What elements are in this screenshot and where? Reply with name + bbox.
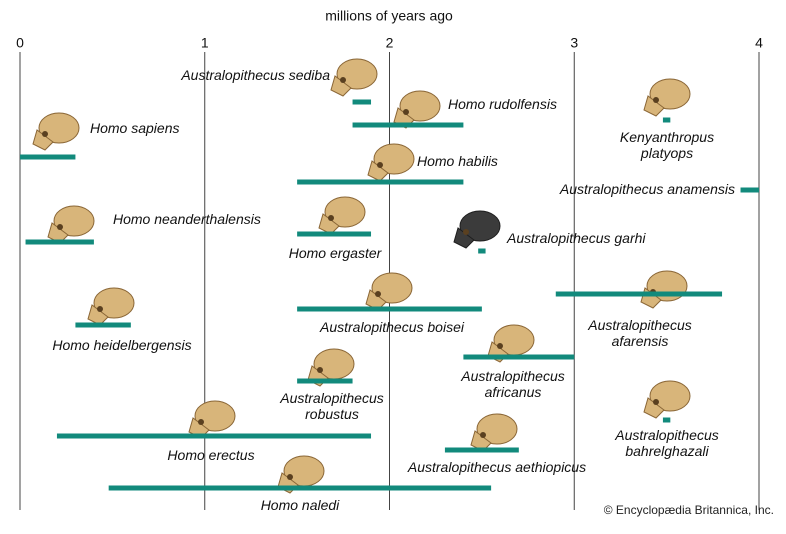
x-tick-label: 4 bbox=[755, 35, 763, 51]
skull-cranium bbox=[476, 413, 518, 445]
x-tick-label: 0 bbox=[16, 35, 24, 51]
skull-illustration bbox=[330, 58, 378, 97]
skull-illustration bbox=[643, 380, 691, 419]
skull-illustration bbox=[643, 78, 691, 117]
x-tick-label: 3 bbox=[570, 35, 578, 51]
range-bar bbox=[108, 485, 492, 491]
species-label: Homo neanderthalensis bbox=[113, 211, 261, 227]
skull-orbit bbox=[403, 109, 409, 115]
skull-orbit bbox=[377, 162, 383, 168]
skull-illustration bbox=[470, 413, 518, 452]
species-label: Australopithecus bahrelghazali bbox=[615, 427, 719, 459]
species-label: Australopithecus aethiopicus bbox=[407, 459, 587, 475]
skull-cranium bbox=[371, 272, 413, 304]
skull-face bbox=[330, 75, 352, 97]
skull-illustration bbox=[393, 90, 441, 129]
range-bar bbox=[56, 433, 372, 439]
range-bar bbox=[297, 231, 372, 237]
species-label: Australopithecus garhi bbox=[507, 230, 646, 246]
range-bar bbox=[662, 117, 671, 123]
species-label: Australopithecus boisei bbox=[320, 319, 464, 335]
skull-orbit bbox=[42, 131, 48, 137]
species-label: Australopithecus sediba bbox=[181, 67, 330, 83]
skull-orbit bbox=[97, 306, 103, 312]
species-label: Australopithecus afarensis bbox=[588, 317, 692, 349]
skull-orbit bbox=[317, 367, 323, 373]
range-bar bbox=[444, 447, 519, 453]
range-bar bbox=[478, 248, 486, 254]
skull-cranium bbox=[324, 196, 366, 228]
species-label: Homo heidelbergensis bbox=[52, 337, 192, 353]
range-bar bbox=[297, 378, 353, 384]
species-label: Homo habilis bbox=[417, 153, 498, 169]
species-label: Homo naledi bbox=[260, 497, 340, 513]
skull-cranium bbox=[336, 58, 378, 90]
skull-face bbox=[32, 129, 54, 151]
skull-illustration bbox=[32, 112, 80, 151]
skull-face bbox=[643, 95, 665, 117]
species-label: Australopithecus africanus bbox=[461, 368, 565, 400]
skull-orbit bbox=[463, 229, 469, 235]
species-label: Homo rudolfensis bbox=[448, 96, 557, 112]
range-bar bbox=[463, 354, 575, 360]
skull-orbit bbox=[198, 419, 204, 425]
species-label: Australopithecus robustus bbox=[280, 390, 384, 422]
skull-orbit bbox=[480, 432, 486, 438]
species-label: Homo ergaster bbox=[288, 245, 382, 261]
skull-illustration bbox=[367, 143, 415, 182]
range-bar bbox=[352, 99, 372, 105]
skull-illustration bbox=[318, 196, 366, 235]
range-bar bbox=[297, 306, 482, 312]
skull-illustration bbox=[87, 287, 135, 326]
skull-illustration bbox=[640, 270, 688, 309]
skull-face bbox=[643, 397, 665, 419]
skull-cranium bbox=[93, 287, 135, 319]
skull-face bbox=[453, 227, 475, 249]
skull-orbit bbox=[328, 215, 334, 221]
skull-orbit bbox=[497, 343, 503, 349]
x-tick-label: 1 bbox=[201, 35, 209, 51]
species-label: Kenyanthropus platyops bbox=[619, 129, 715, 161]
species-label: Australopithecus anamensis bbox=[559, 181, 735, 197]
skull-cranium bbox=[399, 90, 441, 122]
skull-orbit bbox=[340, 77, 346, 83]
skull-cranium bbox=[38, 112, 80, 144]
skull-orbit bbox=[375, 291, 381, 297]
range-bar bbox=[740, 187, 759, 193]
range-bar bbox=[20, 154, 76, 160]
skull-illustration bbox=[47, 205, 95, 244]
skull-cranium bbox=[194, 400, 236, 432]
skull-orbit bbox=[287, 474, 293, 480]
range-bar bbox=[25, 239, 94, 245]
species-label: Homo erectus bbox=[167, 447, 255, 463]
skull-illustration bbox=[453, 210, 501, 249]
skull-orbit bbox=[653, 97, 659, 103]
skull-illustration bbox=[365, 272, 413, 311]
skull-cranium bbox=[53, 205, 95, 237]
skull-orbit bbox=[653, 399, 659, 405]
x-tick-label: 2 bbox=[386, 35, 394, 51]
range-bar bbox=[662, 417, 671, 423]
range-bar bbox=[352, 122, 464, 128]
x-axis-title: millions of years ago bbox=[325, 8, 453, 24]
species-label: Homo sapiens bbox=[90, 120, 180, 136]
skull-cranium bbox=[649, 380, 691, 412]
skull-cranium bbox=[373, 143, 415, 175]
credit: © Encyclopædia Britannica, Inc. bbox=[603, 503, 774, 517]
skull-orbit bbox=[57, 224, 63, 230]
skull-cranium bbox=[459, 210, 501, 242]
skull-cranium bbox=[649, 78, 691, 110]
range-bar bbox=[297, 179, 464, 185]
skull-illustration bbox=[188, 400, 236, 439]
range-bar bbox=[555, 291, 723, 297]
range-bar bbox=[75, 322, 131, 328]
